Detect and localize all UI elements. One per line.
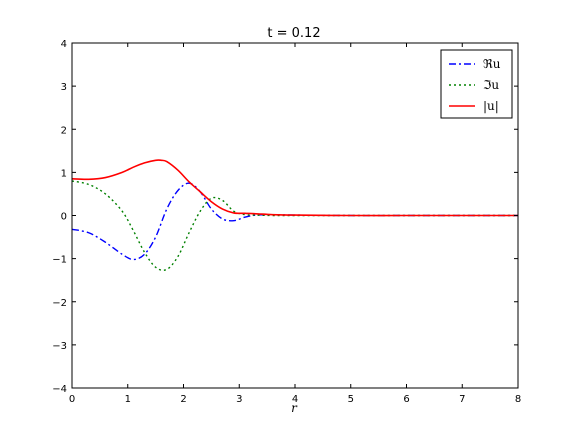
- legend-label-2: |u|: [483, 99, 499, 113]
- y-tick-label-6: 2: [61, 125, 67, 136]
- x-tick-label-7: 7: [459, 394, 465, 405]
- y-tick-label-7: 3: [61, 82, 67, 93]
- series-line-1: [72, 180, 518, 271]
- x-tick-label-6: 6: [403, 394, 409, 405]
- y-tick-label-8: 4: [61, 39, 67, 50]
- x-tick-label-4: 4: [292, 394, 298, 405]
- y-tick-label-1: −3: [52, 341, 67, 352]
- y-tick-label-0: −4: [52, 384, 67, 395]
- y-tick-label-5: 1: [61, 168, 67, 179]
- plot-area: [72, 159, 518, 271]
- legend: ℜu ℑu |u|: [440, 49, 513, 119]
- y-tick-label-4: 0: [61, 212, 67, 223]
- y-tick-label-2: −2: [52, 298, 67, 309]
- x-tick-label-2: 2: [180, 394, 186, 405]
- axis-ticks: 0 1 2 3 4 5 6 7 8 −4 −3 −2 −1 0 1 2 3 4: [52, 39, 521, 405]
- x-tick-label-1: 1: [125, 394, 131, 405]
- legend-label-1: ℑu: [483, 78, 499, 92]
- x-tick-label-5: 5: [348, 394, 354, 405]
- x-tick-label-0: 0: [69, 394, 75, 405]
- legend-box: [440, 49, 513, 119]
- series-line-2: [72, 159, 518, 217]
- legend-label-0: ℜu: [483, 57, 501, 71]
- chart-title: t = 0.12: [267, 26, 320, 41]
- x-tick-label-8: 8: [515, 394, 521, 405]
- y-tick-label-3: −1: [52, 255, 67, 266]
- x-axis-label: r: [291, 401, 298, 415]
- x-tick-label-3: 3: [236, 394, 242, 405]
